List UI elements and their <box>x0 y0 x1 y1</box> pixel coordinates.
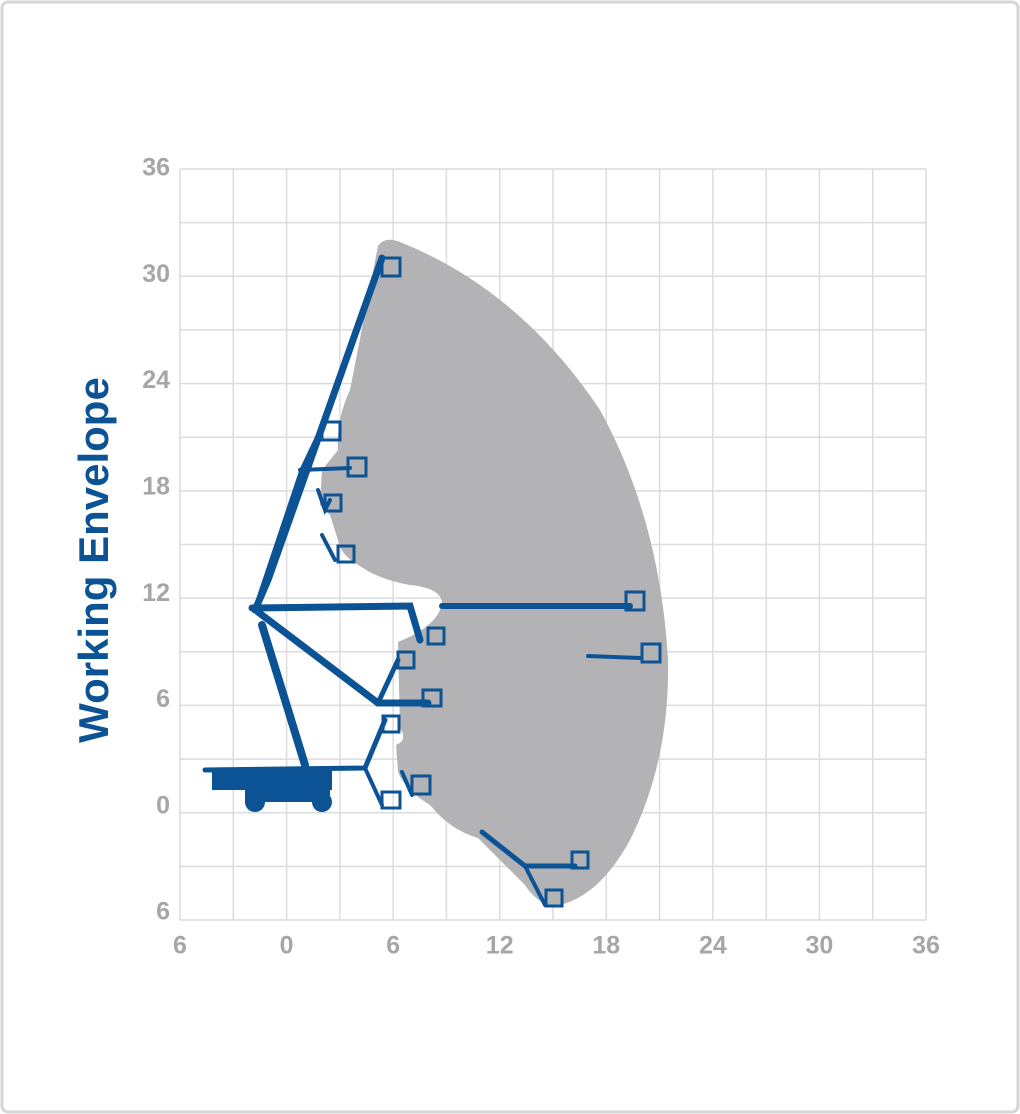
x-tick-label: 6 <box>386 932 400 960</box>
x-tick-label: 6 <box>173 932 187 960</box>
x-tick-label: 36 <box>912 932 940 960</box>
x-tick-label: 0 <box>280 932 294 960</box>
y-tick-label: 12 <box>142 579 170 607</box>
title: Working Envelope <box>70 377 117 743</box>
y-tick-label: 36 <box>142 154 170 182</box>
y-tick-label: 0 <box>156 791 170 819</box>
y-tick-label: 6 <box>156 898 170 926</box>
boom-lift <box>202 254 662 908</box>
y-tick-label: 18 <box>142 472 170 500</box>
y-tick-label: 24 <box>142 366 170 394</box>
x-tick-label: 12 <box>486 932 514 960</box>
y-tick-label: 30 <box>142 260 170 288</box>
x-tick-label: 30 <box>806 932 834 960</box>
x-tick-label: 18 <box>592 932 620 960</box>
x-tick-label: 24 <box>699 932 727 960</box>
y-tick-label: 6 <box>156 685 170 713</box>
envelope <box>320 239 669 906</box>
